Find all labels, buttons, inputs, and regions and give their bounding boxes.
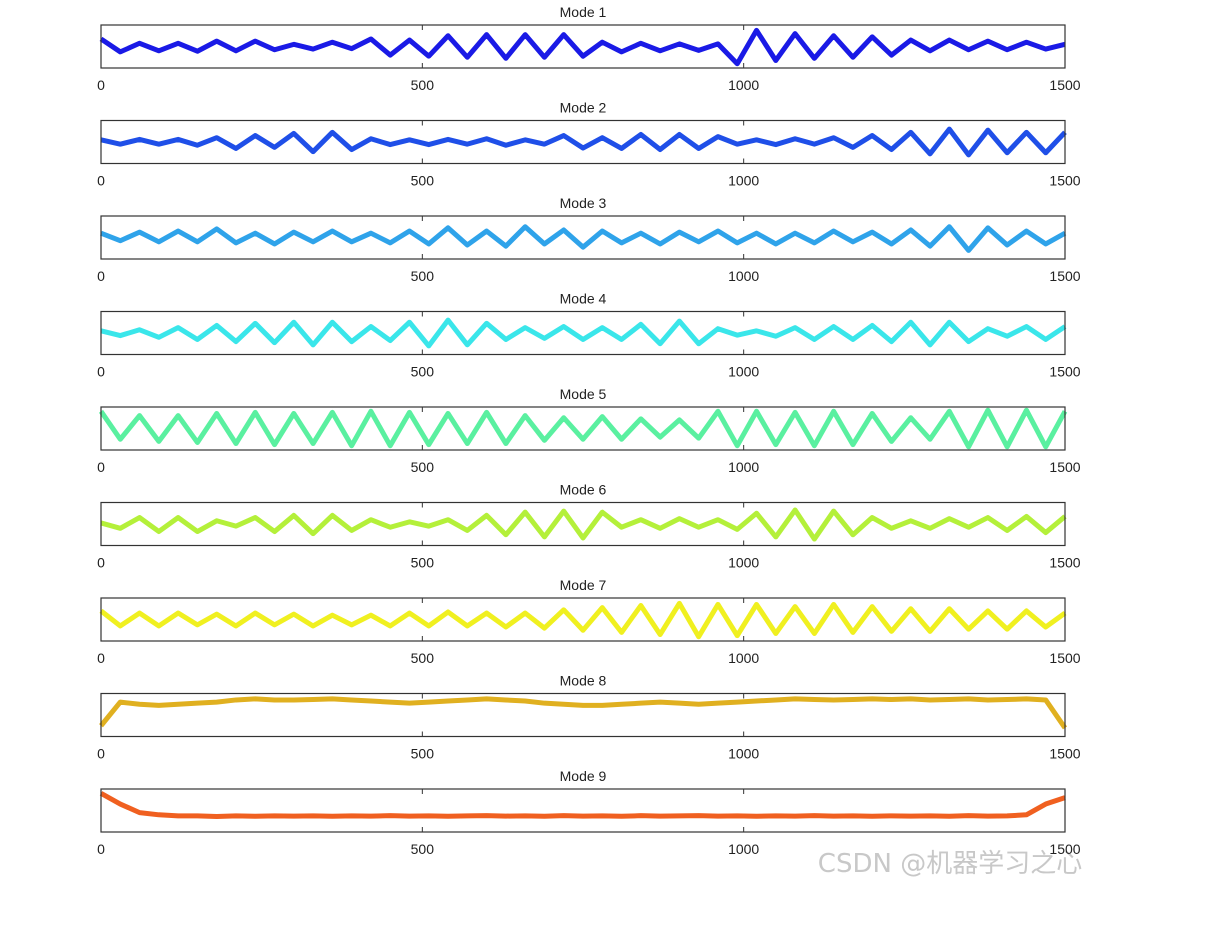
- signal-line: [100, 126, 1067, 158]
- x-tick-label: 0: [97, 650, 105, 666]
- subplot-title: Mode 4: [560, 291, 607, 307]
- x-tick-label: 0: [97, 268, 105, 284]
- x-tick-label: 1000: [728, 173, 759, 189]
- signal-line: [100, 317, 1067, 349]
- x-tick-label: 500: [411, 650, 435, 666]
- x-tick-label: 1000: [728, 268, 759, 284]
- x-tick-label: 1000: [728, 459, 759, 475]
- signal-line: [98, 407, 1068, 450]
- x-tick-label: 500: [411, 364, 435, 380]
- signal-line: [99, 600, 1067, 640]
- x-tick-label: 1500: [1049, 841, 1080, 857]
- signal-line: [99, 696, 1068, 730]
- x-tick-label: 1500: [1049, 459, 1080, 475]
- x-tick-label: 500: [411, 746, 435, 762]
- x-tick-label: 1500: [1049, 650, 1080, 666]
- x-tick-label: 0: [97, 364, 105, 380]
- x-tick-label: 1500: [1049, 268, 1080, 284]
- subplot-title: Mode 5: [560, 386, 607, 402]
- axes-box: [100, 501, 1066, 547]
- x-tick-label: 500: [411, 841, 435, 857]
- axes-box: [100, 597, 1066, 642]
- signal-line: [100, 224, 1067, 253]
- axes-box: [100, 119, 1066, 165]
- signal-line: [99, 791, 1066, 820]
- x-tick-label: 1500: [1049, 364, 1080, 380]
- x-tick-label: 1000: [728, 746, 759, 762]
- x-tick-label: 0: [97, 77, 105, 93]
- subplot-title: Mode 1: [560, 4, 607, 20]
- x-tick-label: 1500: [1049, 173, 1080, 189]
- x-tick-label: 500: [411, 459, 435, 475]
- axes-box: [100, 406, 1066, 451]
- x-tick-label: 1000: [728, 650, 759, 666]
- axes-box: [100, 215, 1066, 260]
- x-tick-label: 500: [411, 173, 435, 189]
- signal-line: [100, 507, 1067, 542]
- axes-box: [100, 788, 1066, 833]
- subplot-title: Mode 8: [560, 673, 607, 689]
- x-tick-label: 500: [411, 555, 435, 571]
- watermark: CSDN @机器学习之心: [818, 849, 1082, 879]
- x-tick-label: 0: [97, 459, 105, 475]
- axes-box: [100, 24, 1066, 69]
- x-tick-label: 500: [411, 268, 435, 284]
- x-tick-label: 0: [97, 841, 105, 857]
- x-tick-label: 1000: [728, 841, 759, 857]
- x-tick-label: 1000: [728, 364, 759, 380]
- subplot-title: Mode 2: [560, 100, 607, 116]
- x-tick-label: 0: [97, 746, 105, 762]
- x-tick-label: 500: [411, 77, 435, 93]
- x-tick-label: 0: [97, 173, 105, 189]
- x-tick-label: 1000: [728, 555, 759, 571]
- x-tick-label: 1500: [1049, 77, 1080, 93]
- axes-box: [100, 310, 1066, 356]
- subplot-title: Mode 9: [560, 768, 607, 784]
- subplot-title: Mode 7: [560, 577, 607, 593]
- signal-line: [99, 27, 1066, 67]
- x-tick-label: 0: [97, 555, 105, 571]
- axes-box: [100, 692, 1066, 738]
- subplot-title: Mode 3: [560, 195, 607, 211]
- x-tick-label: 1500: [1049, 555, 1080, 571]
- x-tick-label: 1500: [1049, 746, 1080, 762]
- subplot-title: Mode 6: [560, 482, 607, 498]
- x-tick-label: 1000: [728, 77, 759, 93]
